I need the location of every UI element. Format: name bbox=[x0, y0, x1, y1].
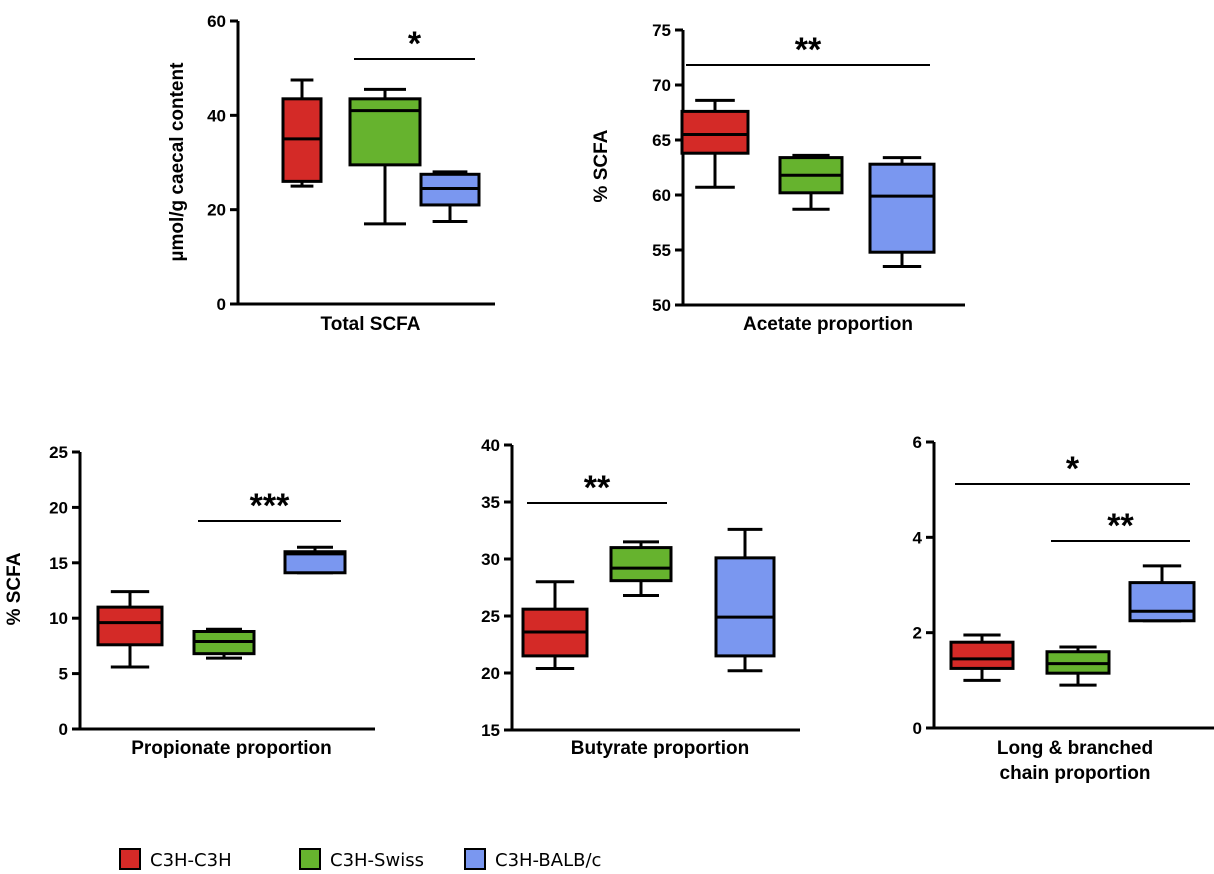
y-tick-label: 0 bbox=[59, 720, 68, 739]
legend-swatch bbox=[464, 848, 486, 870]
y-tick-label: 65 bbox=[652, 131, 671, 150]
y-tick-label: 15 bbox=[49, 554, 68, 573]
significance-label: *** bbox=[250, 487, 290, 525]
box-c3h-balb-c bbox=[283, 545, 347, 575]
box-c3h-swiss bbox=[1045, 645, 1111, 687]
box-c3h-balb-c bbox=[419, 170, 481, 223]
y-tick-label: 10 bbox=[49, 609, 68, 628]
y-tick-label: 60 bbox=[652, 186, 671, 205]
iqr-box bbox=[680, 109, 750, 155]
chart-panel-1: 0 20 40 60 µmol/g caecal content Total SCFA * bbox=[167, 12, 495, 335]
box-c3h-c3h bbox=[281, 78, 323, 188]
box-c3h-c3h bbox=[96, 590, 164, 669]
y-tick-label: 6 bbox=[913, 433, 922, 452]
y-tick-label: 60 bbox=[207, 12, 226, 31]
legend-swatch bbox=[299, 848, 321, 870]
legend-item-c3h-c3h: C3H-C3H bbox=[119, 848, 232, 871]
x-axis-title: Propionate proportion bbox=[131, 738, 332, 759]
legend-label: C3H-C3H bbox=[150, 850, 232, 871]
box-c3h-c3h bbox=[521, 580, 589, 670]
legend-swatch bbox=[119, 848, 141, 870]
chart-panel-2: 50 55 60 65 70 75 % SCFA Acetate proportion ** bbox=[591, 21, 965, 335]
y-tick-label: 2 bbox=[913, 624, 922, 643]
y-tick-label: 25 bbox=[49, 443, 68, 462]
iqr-box bbox=[283, 550, 347, 575]
y-tick-label: 0 bbox=[217, 295, 226, 314]
iqr-box bbox=[714, 556, 776, 658]
iqr-box bbox=[1128, 581, 1196, 623]
y-tick-label: 50 bbox=[652, 296, 671, 315]
legend-item-c3h-balb-c: C3H-BALB/c bbox=[464, 848, 601, 871]
y-tick-label: 20 bbox=[481, 664, 500, 683]
y-tick-label: 70 bbox=[652, 76, 671, 95]
y-tick-label: 75 bbox=[652, 21, 671, 40]
significance-label: * bbox=[1066, 450, 1080, 488]
iqr-box bbox=[868, 162, 936, 254]
box-c3h-swiss bbox=[609, 540, 673, 597]
y-axis-title: µmol/g caecal content bbox=[167, 62, 188, 262]
y-tick-label: 0 bbox=[913, 719, 922, 738]
y-tick-label: 20 bbox=[207, 201, 226, 220]
box-c3h-balb-c bbox=[714, 527, 776, 673]
legend-label: C3H-BALB/c bbox=[495, 850, 601, 871]
significance-label: ** bbox=[795, 31, 822, 69]
box-c3h-swiss bbox=[778, 153, 844, 211]
box-c3h-c3h bbox=[949, 633, 1015, 682]
y-tick-label: 4 bbox=[913, 528, 923, 547]
y-tick-label: 5 bbox=[59, 665, 68, 684]
box-c3h-balb-c bbox=[868, 156, 936, 268]
iqr-box bbox=[609, 546, 673, 583]
x-axis-title: Long & branched chain proportion bbox=[997, 738, 1153, 784]
y-tick-label: 40 bbox=[481, 436, 500, 455]
y-tick-label: 35 bbox=[481, 493, 500, 512]
box-c3h-swiss bbox=[348, 87, 422, 226]
box-c3h-c3h bbox=[680, 98, 750, 189]
y-axis-title: % SCFA bbox=[591, 129, 612, 202]
significance-label: ** bbox=[584, 469, 611, 507]
y-axis-title: % SCFA bbox=[4, 552, 25, 625]
legend: C3H-C3H C3H-Swiss C3H-BALB/c bbox=[119, 848, 601, 871]
iqr-box bbox=[949, 640, 1015, 670]
iqr-box bbox=[348, 97, 422, 167]
box-c3h-balb-c bbox=[1128, 564, 1196, 623]
y-tick-label: 20 bbox=[49, 498, 68, 517]
chart-panel-4: 15 20 25 30 35 40 Butyrate proportion ** bbox=[481, 436, 800, 759]
significance-label: * bbox=[408, 25, 422, 63]
iqr-box bbox=[96, 605, 164, 647]
legend-label: C3H-Swiss bbox=[330, 850, 424, 871]
significance-label: ** bbox=[1107, 507, 1134, 545]
legend-item-c3h-swiss: C3H-Swiss bbox=[299, 848, 424, 871]
y-tick-label: 25 bbox=[481, 607, 500, 626]
box-c3h-swiss bbox=[192, 627, 256, 660]
y-tick-label: 30 bbox=[481, 550, 500, 569]
y-tick-label: 55 bbox=[652, 241, 671, 260]
x-axis-title: Acetate proportion bbox=[743, 314, 913, 335]
y-tick-label: 40 bbox=[207, 106, 226, 125]
y-tick-label: 15 bbox=[481, 721, 500, 740]
chart-panel-3: 0 5 10 15 20 25 % SCFA Propionate proportion *** bbox=[4, 443, 375, 759]
x-axis-title: Butyrate proportion bbox=[571, 738, 749, 759]
x-axis-title: Total SCFA bbox=[321, 314, 421, 335]
